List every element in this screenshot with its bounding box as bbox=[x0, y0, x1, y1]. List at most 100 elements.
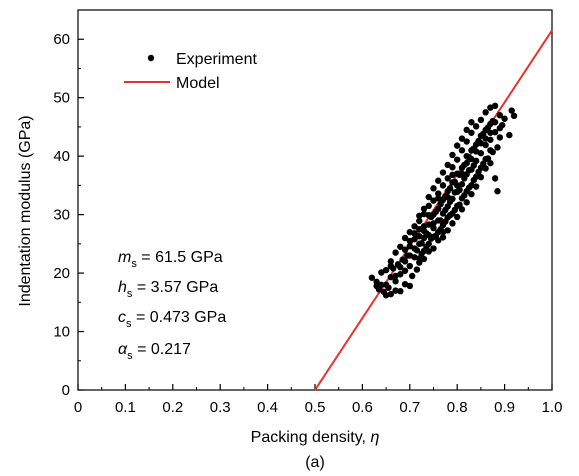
experiment-point bbox=[496, 134, 504, 141]
experiment-point bbox=[506, 131, 513, 139]
experiment-point bbox=[435, 228, 442, 236]
x-tick-label: 0 bbox=[74, 399, 82, 416]
experiment-point bbox=[449, 220, 456, 227]
experiment-point bbox=[392, 287, 399, 294]
x-tick-label: 0.5 bbox=[305, 399, 326, 416]
experiment-point bbox=[496, 112, 504, 119]
experiment-point bbox=[387, 258, 395, 265]
experiment-point bbox=[416, 226, 423, 233]
experiment-point bbox=[401, 246, 409, 253]
experiment-point bbox=[487, 129, 494, 136]
experiment-point bbox=[416, 217, 423, 225]
experiment-point bbox=[420, 205, 428, 212]
experiment-point bbox=[456, 186, 463, 194]
experiment-point bbox=[406, 282, 413, 290]
experiment-point bbox=[439, 169, 447, 176]
experiment-point bbox=[382, 266, 390, 274]
experiment-point bbox=[435, 205, 442, 212]
experiment-point bbox=[470, 162, 477, 169]
experiment-point bbox=[425, 193, 432, 201]
experiment-point bbox=[392, 249, 399, 256]
experiment-point bbox=[487, 147, 494, 154]
experiment-point bbox=[458, 206, 466, 213]
experiment-point bbox=[387, 290, 395, 298]
param-hs: hs = 3.57 GPa bbox=[118, 279, 218, 300]
experiment-point bbox=[468, 155, 475, 163]
experiment-point bbox=[430, 233, 437, 241]
experiment-point bbox=[482, 135, 489, 142]
experiment-point bbox=[378, 269, 385, 276]
experiment-point bbox=[420, 234, 428, 242]
parameter-annotations: ms = 61.5 GPa hs = 3.57 GPa cs = 0.473 G… bbox=[118, 249, 226, 362]
experiment-point bbox=[406, 252, 413, 259]
legend-label-experiment: Experiment bbox=[176, 51, 257, 68]
experiment-point bbox=[397, 243, 404, 250]
experiment-point bbox=[439, 182, 447, 189]
experiment-point bbox=[463, 188, 470, 195]
experiment-point bbox=[482, 165, 489, 172]
experiment-point bbox=[477, 132, 485, 139]
experiment-point bbox=[385, 284, 392, 291]
experiment-point bbox=[449, 151, 456, 159]
experiment-point bbox=[411, 245, 418, 252]
experiment-point bbox=[472, 148, 480, 155]
experiment-point bbox=[444, 175, 451, 182]
experiment-point bbox=[482, 126, 489, 134]
experiment-point bbox=[454, 202, 461, 210]
experiment-point bbox=[430, 211, 437, 218]
x-tick-label: 0.1 bbox=[115, 399, 136, 416]
experiment-point bbox=[454, 142, 461, 149]
experiment-point bbox=[406, 237, 413, 245]
experiment-point bbox=[397, 264, 404, 271]
experiment-point bbox=[451, 189, 459, 196]
experiment-point bbox=[392, 272, 399, 280]
experiment-point bbox=[406, 262, 413, 270]
axis-ticks bbox=[77, 38, 553, 391]
experiment-point bbox=[444, 214, 451, 221]
experiment-point bbox=[472, 123, 480, 130]
experiment-point bbox=[435, 195, 442, 202]
experiment-point bbox=[491, 119, 499, 126]
experiment-point bbox=[430, 185, 437, 192]
experiment-point bbox=[435, 177, 442, 184]
experiment-point bbox=[477, 164, 485, 172]
experiment-point bbox=[439, 228, 447, 236]
experiment-point bbox=[458, 135, 466, 142]
x-tick-label: 0.3 bbox=[210, 399, 231, 416]
experiment-point bbox=[465, 166, 473, 174]
experiment-point bbox=[425, 212, 432, 219]
experiment-point bbox=[425, 202, 432, 210]
axis-tick-labels: 0 0.1 0.2 0.3 0.4 0.5 0.6 0.7 0.8 0.9 1.0 0 10 20 30 40… bbox=[53, 31, 562, 416]
experiment-point bbox=[458, 164, 466, 172]
experiment-point bbox=[468, 182, 475, 189]
experiment-point bbox=[508, 107, 515, 114]
experiment-point bbox=[425, 240, 432, 248]
x-tick-label: 0.4 bbox=[257, 399, 278, 416]
experiment-point bbox=[430, 224, 437, 232]
experiment-point bbox=[461, 175, 468, 182]
experiment-point bbox=[491, 175, 499, 182]
experiment-point bbox=[416, 212, 423, 219]
experiment-point bbox=[437, 217, 444, 224]
y-tick-label: 30 bbox=[53, 207, 70, 224]
experiment-point bbox=[477, 116, 485, 124]
experiment-point bbox=[411, 230, 418, 237]
experiment-point bbox=[458, 147, 466, 154]
y-tick-label: 10 bbox=[53, 324, 70, 341]
experiment-point bbox=[420, 247, 428, 255]
x-tick-label: 1.0 bbox=[542, 399, 563, 416]
experiment-point bbox=[487, 159, 494, 167]
experiment-point bbox=[501, 115, 508, 122]
experiment-point bbox=[482, 155, 489, 163]
y-tick-label: 50 bbox=[53, 90, 70, 107]
experiment-point bbox=[430, 220, 437, 227]
x-tick-label: 0.6 bbox=[352, 399, 373, 416]
experiment-point bbox=[468, 129, 475, 136]
experiment-point bbox=[477, 140, 485, 147]
experiment-point bbox=[449, 171, 456, 179]
legend-label-model: Model bbox=[176, 75, 220, 92]
figure-caption: (a) bbox=[305, 454, 325, 471]
experiment-point bbox=[496, 124, 504, 132]
y-tick-label: 40 bbox=[53, 148, 70, 165]
